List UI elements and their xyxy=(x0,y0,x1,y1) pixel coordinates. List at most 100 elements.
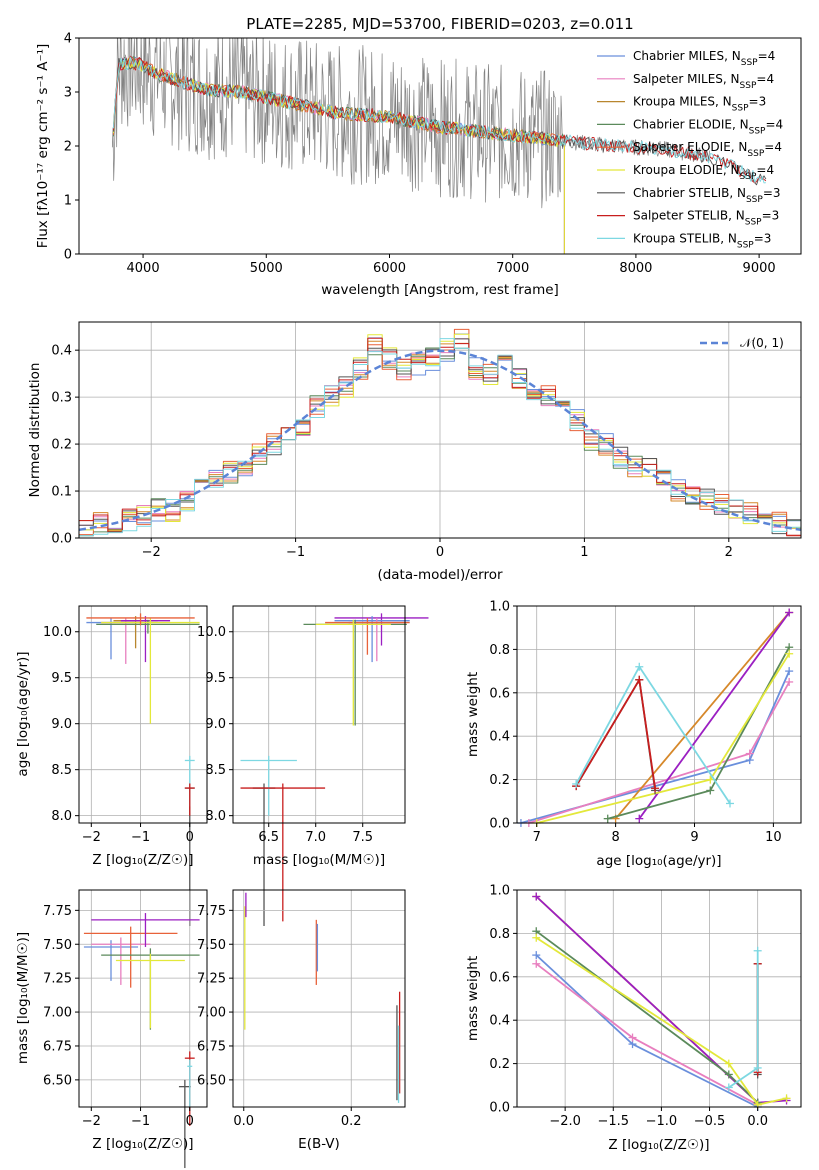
weight-series xyxy=(536,653,790,824)
x-tick-label: −2 xyxy=(82,830,101,845)
x-axis-label: age [log₁₀(age/yr)] xyxy=(596,853,721,869)
y-tick-label: 8.0 xyxy=(51,809,72,824)
legend-label: Kroupa ELODIE, NSSP=4 xyxy=(633,163,774,182)
axes-age-vs-Z xyxy=(79,606,207,823)
y-tick-label: 4 xyxy=(64,32,72,47)
x-tick-label: 0 xyxy=(186,830,194,845)
figure-title: PLATE=2285, MJD=53700, FIBERID=0203, z=0… xyxy=(246,15,633,33)
y-tick-label: 0.8 xyxy=(489,927,510,942)
model-spectrum xyxy=(113,56,766,184)
x-tick-label: 7.0 xyxy=(305,830,326,845)
y-axis-label: mass [log₁₀(M/M☉)] xyxy=(15,932,31,1064)
x-tick-label: 10 xyxy=(765,830,782,845)
x-tick-label: 8000 xyxy=(619,261,652,276)
y-tick-label: 7.75 xyxy=(43,904,72,919)
axes-mass-vs-ebv xyxy=(233,890,405,1107)
x-tick-label: −1 xyxy=(286,545,305,560)
weight-series xyxy=(520,670,791,824)
x-tick-label: −1.5 xyxy=(597,1114,629,1129)
y-tick-label: 9.0 xyxy=(51,717,72,732)
legend-label: Chabrier ELODIE, NSSP=4 xyxy=(633,117,783,136)
y-tick-label: 6.50 xyxy=(197,1073,226,1088)
x-tick-label: −1 xyxy=(131,830,150,845)
y-tick-label: 7.00 xyxy=(197,1006,226,1021)
y-tick-label: 6.50 xyxy=(43,1073,72,1088)
legend-label: 𝒩(0, 1) xyxy=(740,336,784,350)
y-tick-label: 0.1 xyxy=(51,485,72,500)
y-tick-label: 10.0 xyxy=(197,625,226,640)
x-tick-label: 1 xyxy=(580,545,588,560)
x-axis-label: Z [log₁₀(Z/Z☉)] xyxy=(92,1136,193,1152)
histogram-series xyxy=(79,338,801,537)
y-tick-label: 0 xyxy=(64,248,72,263)
y-tick-label: 8.0 xyxy=(205,809,226,824)
legend-label: Chabrier STELIB, NSSP=3 xyxy=(633,186,781,205)
x-axis-label: (data-model)/error xyxy=(377,567,503,583)
y-tick-label: 6.75 xyxy=(43,1039,72,1054)
x-axis-label: Z [log₁₀(Z/Z☉)] xyxy=(92,852,193,868)
y-tick-label: 8.5 xyxy=(51,763,72,778)
legend-label: Salpeter ELODIE, NSSP=4 xyxy=(633,140,782,159)
y-tick-label: 0.4 xyxy=(489,1014,510,1029)
y-tick-label: 0.4 xyxy=(489,730,510,745)
weight-series xyxy=(728,950,759,1089)
y-axis-label: Flux [fλ10⁻¹⁷ erg cm⁻² s⁻¹ A⁻¹] xyxy=(35,44,51,249)
axes-frame xyxy=(78,605,208,824)
y-tick-label: 1 xyxy=(64,194,72,209)
y-tick-label: 8.5 xyxy=(205,763,226,778)
y-tick-label: 7.50 xyxy=(43,938,72,953)
y-tick-label: 0.0 xyxy=(489,817,510,832)
axes-frame xyxy=(516,889,802,1108)
x-tick-label: 7.5 xyxy=(352,830,373,845)
legend-label: Chabrier MILES, NSSP=4 xyxy=(633,49,775,68)
x-tick-label: 5000 xyxy=(250,261,283,276)
x-tick-label: 0 xyxy=(186,1114,194,1129)
weight-series xyxy=(575,665,731,804)
y-axis-label: Normed distribution xyxy=(27,363,43,498)
y-tick-label: 7.00 xyxy=(43,1006,72,1021)
weight-series xyxy=(614,611,790,820)
axes-frame xyxy=(232,605,406,824)
y-tick-label: 7.25 xyxy=(43,972,72,987)
weight-series xyxy=(535,930,759,1104)
y-tick-label: 1.0 xyxy=(489,884,510,899)
y-tick-label: 3 xyxy=(64,86,72,101)
y-tick-label: 1.0 xyxy=(489,600,510,615)
x-tick-label: −1 xyxy=(131,1114,150,1129)
axes-mass-vs-Z xyxy=(79,890,207,1107)
y-tick-label: 0.3 xyxy=(51,391,72,406)
legend-label: Kroupa MILES, NSSP=3 xyxy=(633,95,766,114)
y-tick-label: 0.0 xyxy=(489,1101,510,1116)
x-tick-label: 0.0 xyxy=(747,1114,768,1129)
x-tick-label: −2.0 xyxy=(549,1114,581,1129)
y-tick-label: 9.0 xyxy=(205,717,226,732)
x-tick-label: 2 xyxy=(725,545,733,560)
y-tick-label: 0.2 xyxy=(489,1057,510,1072)
weight-series xyxy=(638,611,790,820)
axes-frame xyxy=(232,889,406,1108)
spectrum-plot xyxy=(111,38,767,254)
y-axis-label: age [log₁₀(age/yr)] xyxy=(15,651,31,776)
x-axis-label: mass [log₁₀(M/M☉)] xyxy=(253,852,385,868)
legend-label: Salpeter MILES, NSSP=4 xyxy=(633,72,774,91)
x-axis-label: wavelength [Angstrom, rest frame] xyxy=(321,282,559,298)
x-tick-label: 7000 xyxy=(496,261,529,276)
y-tick-label: 0.2 xyxy=(51,438,72,453)
weight-series xyxy=(535,936,787,1106)
x-tick-label: 8 xyxy=(611,830,619,845)
x-tick-label: −2 xyxy=(142,545,161,560)
x-tick-label: −0.5 xyxy=(694,1114,726,1129)
y-tick-label: 2 xyxy=(64,140,72,155)
y-tick-label: 0.2 xyxy=(489,773,510,788)
x-tick-label: 6.5 xyxy=(258,830,279,845)
x-tick-label: 0.0 xyxy=(233,1114,254,1129)
x-axis-label: E(B-V) xyxy=(298,1136,340,1152)
x-tick-label: 0.2 xyxy=(341,1114,362,1129)
y-tick-label: 0.6 xyxy=(489,686,510,701)
x-tick-label: 0 xyxy=(436,545,444,560)
y-tick-label: 7.75 xyxy=(197,904,226,919)
legend-label: Kroupa STELIB, NSSP=3 xyxy=(633,231,771,250)
axes-age-vs-mass xyxy=(233,606,405,823)
x-tick-label: 6000 xyxy=(373,261,406,276)
